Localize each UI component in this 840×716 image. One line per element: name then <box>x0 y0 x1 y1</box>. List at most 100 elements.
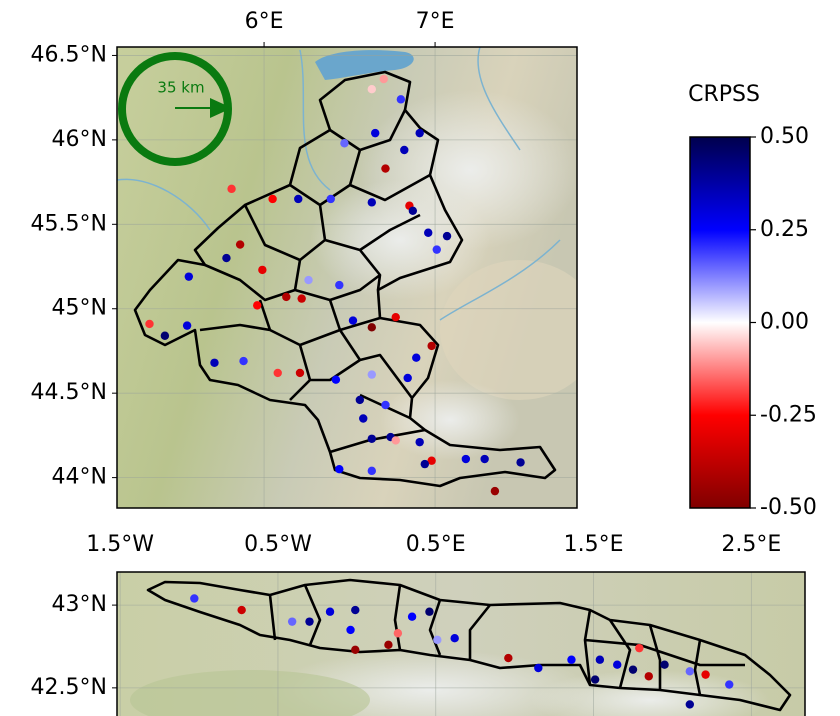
station-point <box>461 454 471 464</box>
station-point <box>408 206 418 215</box>
station-point <box>480 454 489 464</box>
colorbar-tick-label: 0.25 <box>760 217 809 242</box>
station-point <box>381 164 390 173</box>
station-point <box>346 625 355 635</box>
station-point <box>504 653 513 663</box>
station-point <box>685 667 695 676</box>
station-point <box>325 607 335 616</box>
y-tick-label: 43°N <box>52 592 107 617</box>
station-point <box>273 368 282 378</box>
x-tick-label: 6°E <box>245 9 284 34</box>
station-point <box>415 437 424 447</box>
station-point <box>367 323 376 332</box>
station-point <box>367 85 376 94</box>
colorbar-gradient <box>689 136 751 509</box>
station-point <box>282 292 291 302</box>
station-point <box>420 459 430 469</box>
x-tick-label: 2.5°E <box>721 532 781 557</box>
y-tick-label: 44°N <box>52 465 107 490</box>
x-tick-label: 1.5°E <box>564 532 624 557</box>
station-point <box>239 356 248 366</box>
map-top: 35 km <box>116 46 578 509</box>
station-point <box>371 128 380 138</box>
station-point <box>351 605 360 615</box>
station-point <box>295 368 305 378</box>
station-point <box>685 700 695 709</box>
station-point <box>725 680 734 689</box>
map-bottom <box>116 571 806 716</box>
station-point <box>644 672 653 681</box>
station-point <box>450 634 459 643</box>
region-outline <box>268 584 745 696</box>
station-point <box>331 375 341 384</box>
station-point <box>400 145 409 155</box>
station-point <box>348 316 358 325</box>
station-point <box>381 400 390 410</box>
x-tick-label: 7°E <box>416 9 455 34</box>
y-tick-label: 46.5°N <box>31 42 107 67</box>
colorbar-tick-label: 0.00 <box>760 310 809 335</box>
station-point <box>182 321 192 330</box>
station-point <box>297 294 306 303</box>
station-point <box>235 240 245 249</box>
station-point <box>628 665 638 674</box>
station-point <box>326 194 335 204</box>
station-point <box>391 436 400 445</box>
station-point <box>567 655 576 664</box>
colorbar-title: CRPSS <box>688 82 760 107</box>
station-point <box>613 660 622 669</box>
map-frame <box>116 571 806 716</box>
scale-label: 35 km <box>157 79 204 97</box>
colorbar: CRPSS 0.50 0.25 0.00 -0.25 -0.50 <box>688 82 817 520</box>
x-tick-label: 0.5°E <box>406 532 466 557</box>
station-point <box>184 272 194 281</box>
station-point <box>145 319 154 329</box>
station-point <box>393 629 403 638</box>
region-outline <box>146 578 792 712</box>
station-point <box>287 617 297 626</box>
station-point <box>433 635 442 645</box>
station-point <box>412 353 421 362</box>
station-point <box>595 655 605 664</box>
x-tick-label: 0.5°W <box>244 532 312 557</box>
y-tick-label: 45°N <box>52 296 107 321</box>
station-point <box>396 95 406 104</box>
station-point <box>222 253 231 263</box>
station-point <box>367 370 376 379</box>
station-point <box>258 265 267 275</box>
y-tick-label: 42.5°N <box>31 675 107 700</box>
colorbar-tick-label: -0.50 <box>760 495 817 520</box>
station-point <box>660 660 669 669</box>
x-tick-label: 1.5°W <box>86 532 154 557</box>
station-point <box>490 486 500 496</box>
station-point <box>335 280 344 290</box>
station-point <box>294 194 303 204</box>
station-point <box>407 612 417 621</box>
station-point <box>335 464 344 474</box>
station-point <box>304 275 313 285</box>
station-point <box>391 312 400 322</box>
station-point <box>635 643 644 653</box>
station-point <box>384 640 393 650</box>
station-point <box>442 231 452 241</box>
station-point <box>355 395 365 405</box>
colorbar-tick-label: -0.25 <box>760 402 817 427</box>
station-point <box>190 594 199 603</box>
station-point <box>403 373 412 383</box>
station-point <box>427 456 436 465</box>
map-frame <box>116 46 578 509</box>
station-point <box>701 670 710 679</box>
station-point <box>305 617 314 626</box>
station-point <box>516 458 525 467</box>
station-point <box>367 434 376 443</box>
station-point <box>367 466 376 476</box>
station-point <box>427 341 436 351</box>
station-point <box>253 301 262 310</box>
station-point <box>359 414 368 423</box>
y-tick-label: 44.5°N <box>31 380 107 405</box>
station-point <box>424 228 433 237</box>
station-point <box>379 74 388 84</box>
station-point <box>425 607 434 616</box>
station-point <box>227 184 236 194</box>
